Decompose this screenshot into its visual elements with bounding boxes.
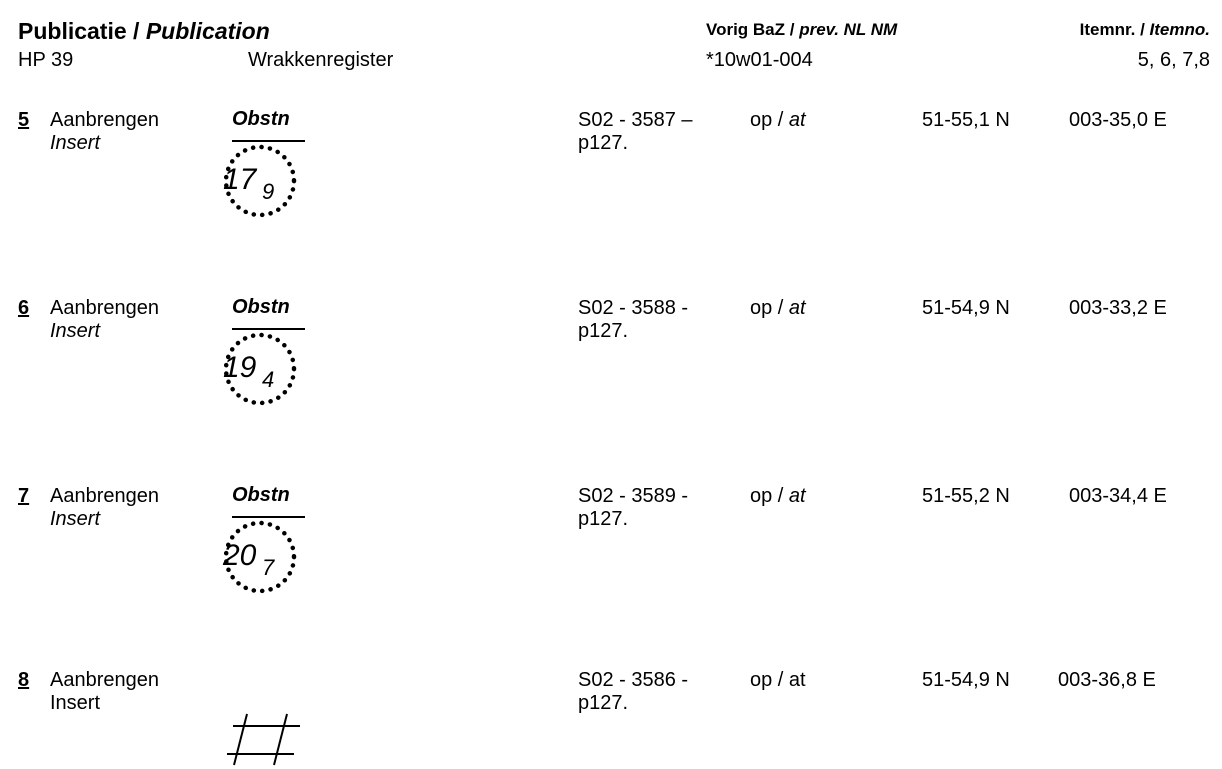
item-action-nl: Aanbrengen	[50, 109, 159, 131]
item-number: 6	[18, 297, 30, 319]
depth-main: 20	[222, 539, 257, 572]
prev-notice-value: *10w01-004	[706, 49, 813, 71]
symbol-label: Obstn	[232, 108, 290, 130]
reference-line-1: S02 - 3587 –	[578, 109, 693, 131]
depth-main: 17	[223, 163, 258, 196]
position-prefix: op / at	[750, 669, 806, 691]
depth-sub: 7	[262, 555, 275, 580]
symbol-label: Obstn	[232, 296, 290, 318]
item-action-nl: Aanbrengen	[50, 669, 159, 691]
publication-heading: Publicatie / Publication	[18, 20, 270, 43]
reference-line-2: p127.	[578, 320, 629, 342]
position-prefix: op / at	[750, 486, 806, 506]
publication-code: HP 39	[18, 49, 74, 71]
item-action-nl: Aanbrengen	[50, 297, 159, 319]
symbol-label: Obstn	[232, 484, 290, 506]
publication-label-nl: Publicatie /	[18, 18, 140, 44]
longitude: 003-36,8 E	[1058, 669, 1156, 691]
publication-name: Wrakkenregister	[248, 49, 394, 71]
at-label-en: at	[788, 109, 806, 131]
reference-line-2: p127.	[578, 692, 629, 714]
item-number-value: 5, 6, 7,8	[1137, 49, 1210, 71]
item-action-en: Insert	[50, 692, 101, 714]
latitude: 51-55,2 N	[922, 485, 1010, 507]
depth-sub: 4	[262, 367, 274, 392]
item-label-nl: Itemnr. /	[1079, 20, 1145, 39]
latitude: 51-54,9 N	[922, 297, 1010, 319]
longitude: 003-33,2 E	[1069, 297, 1167, 319]
reference-line-2: p127.	[578, 132, 629, 154]
at-label-en: at	[788, 485, 806, 507]
prev-label-en: prev. NL NM	[799, 20, 898, 39]
item-number: 8	[18, 669, 30, 691]
latitude: 51-55,1 N	[922, 109, 1010, 131]
item-action-en: Insert	[50, 320, 101, 342]
item-label-en: Itemno.	[1149, 20, 1210, 39]
depth-main: 19	[223, 351, 257, 384]
longitude: 003-34,4 E	[1069, 485, 1167, 507]
prev-notice-heading: Vorig BaZ / prev. NL NM	[706, 21, 897, 38]
reference-line-1: S02 - 3588 -	[578, 297, 689, 319]
prev-label-nl: Vorig BaZ /	[706, 20, 795, 39]
at-label-nl: op /	[750, 109, 784, 131]
reference-line-2: p127.	[578, 508, 629, 530]
item-number-heading: Itemnr. / Itemno.	[1080, 21, 1210, 38]
obstruction-depth-symbol: Obstn 17 9	[205, 105, 315, 235]
publication-label-en: Publication	[145, 18, 270, 44]
at-label-nl: op /	[750, 297, 784, 319]
item-number: 5	[18, 109, 30, 131]
item-action-nl: Aanbrengen	[50, 485, 159, 507]
at-label-nl: op /	[750, 485, 784, 507]
latitude: 51-54,9 N	[922, 669, 1010, 691]
position-prefix: op / at	[750, 298, 806, 318]
item-action-en: Insert	[50, 132, 101, 154]
obstruction-depth-symbol: Obstn 20 7	[205, 481, 315, 611]
reference-line-1: S02 - 3589 -	[578, 485, 689, 507]
obstruction-depth-symbol: Obstn 19 4	[205, 293, 315, 423]
longitude: 003-35,0 E	[1069, 109, 1167, 131]
at-label-en: at	[788, 297, 806, 319]
foul-ground-icon	[225, 712, 305, 768]
depth-sub: 9	[262, 179, 274, 204]
item-action-en: Insert	[50, 508, 101, 530]
reference-line-1: S02 - 3586 -	[578, 669, 689, 691]
item-number: 7	[18, 485, 30, 507]
position-prefix: op / at	[750, 110, 806, 130]
